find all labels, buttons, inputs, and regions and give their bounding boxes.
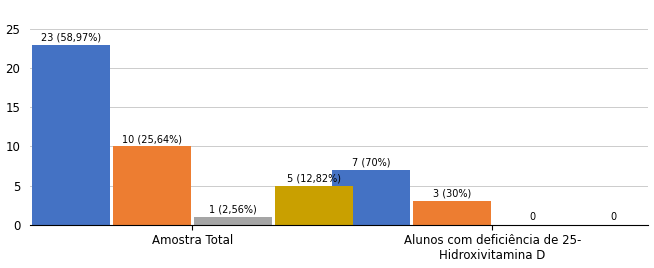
Bar [194, 217, 272, 225]
Bar [112, 146, 191, 225]
Bar [31, 45, 110, 225]
Text: 3 (30%): 3 (30%) [433, 189, 471, 199]
Text: 23 (58,97%): 23 (58,97%) [41, 32, 101, 42]
Text: 7 (70%): 7 (70%) [352, 158, 390, 168]
Text: 10 (25,64%): 10 (25,64%) [122, 134, 182, 144]
Bar [275, 185, 353, 225]
Bar [332, 170, 410, 225]
Text: 1 (2,56%): 1 (2,56%) [209, 204, 256, 215]
Text: 0: 0 [530, 212, 536, 222]
Text: 0: 0 [611, 212, 617, 222]
Text: 5 (12,82%): 5 (12,82%) [287, 173, 341, 183]
Bar [413, 201, 491, 225]
